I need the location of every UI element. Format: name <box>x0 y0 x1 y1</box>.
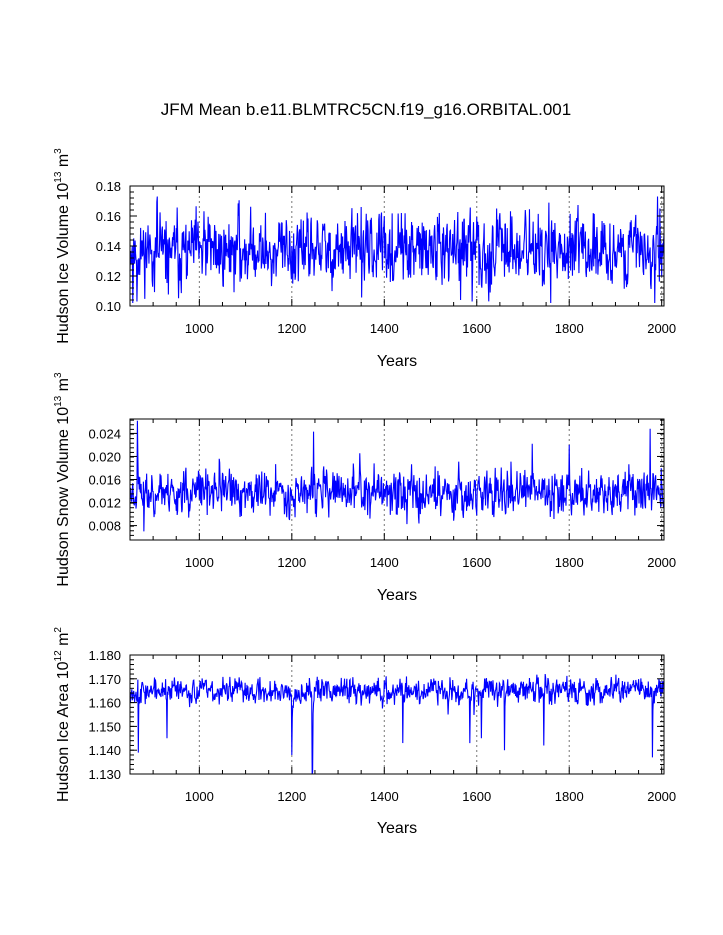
x-tick-label: 1000 <box>185 321 214 336</box>
series-line <box>129 673 665 775</box>
axes: 1000 1200 1400 1600 1800 2000 1.130 1.140 1.150 1… <box>88 648 676 804</box>
y-tick-label: 0.10 <box>96 299 121 314</box>
y-tick-label: 0.12 <box>96 269 121 284</box>
y-tick-label: 0.008 <box>88 519 121 534</box>
plot-frame <box>129 418 665 541</box>
x-tick-label: 1800 <box>555 789 584 804</box>
x-axis-label: Years <box>377 820 417 837</box>
axes: 1000 1200 1400 1600 1800 2000 0.10 0.12 0.14 0.16… <box>96 179 676 336</box>
axes: 1000 1200 1400 1600 1800 2000 0.008 0.012 0.016 0… <box>88 418 676 570</box>
y-tick-label: 1.160 <box>88 696 121 711</box>
panel-ice-volume: 1000 1200 1400 1600 1800 2000 0.10 0.12 0.14 0.16… <box>53 148 676 370</box>
x-tick-label: 1800 <box>555 555 584 570</box>
x-tick-label: 1600 <box>462 555 491 570</box>
y-tick-label: 0.16 <box>96 209 121 224</box>
y-tick-label: 0.14 <box>96 239 121 254</box>
x-tick-label: 1600 <box>462 321 491 336</box>
x-axis-label: Years <box>377 353 417 370</box>
y-tick-label: 1.140 <box>88 743 121 758</box>
x-tick-label: 1400 <box>370 321 399 336</box>
x-tick-label: 2000 <box>647 321 676 336</box>
y-axis-label: Hudson Ice Area 1012 m2 <box>53 627 72 802</box>
panel-snow-volume: 1000 1200 1400 1600 1800 2000 0.008 0.012 0.016 0… <box>53 372 676 604</box>
panel-ice-area: 1000 1200 1400 1600 1800 2000 1.130 1.140 1.150 1… <box>53 627 676 837</box>
y-axis-label: Hudson Snow Volume 1013 m3 <box>53 372 72 587</box>
y-tick-label: 0.012 <box>88 496 121 511</box>
x-tick-label: 2000 <box>647 555 676 570</box>
y-tick-label: 1.130 <box>88 767 121 782</box>
x-tick-label: 1200 <box>277 555 306 570</box>
x-tick-label: 1200 <box>277 789 306 804</box>
y-tick-label: 0.020 <box>88 449 121 464</box>
x-tick-label: 1400 <box>370 789 399 804</box>
y-tick-label: 1.170 <box>88 672 121 687</box>
y-tick-label: 0.18 <box>96 179 121 194</box>
x-tick-label: 1600 <box>462 789 491 804</box>
vertical-gridlines <box>198 419 663 540</box>
x-axis-label: Years <box>377 587 417 604</box>
x-tick-label: 1200 <box>277 321 306 336</box>
x-tick-label: 1400 <box>370 555 399 570</box>
plot-frame <box>129 654 665 775</box>
y-axis-label: Hudson Ice Volume 1013 m3 <box>53 148 72 344</box>
series-line <box>129 420 665 532</box>
x-tick-label: 1800 <box>555 321 584 336</box>
vertical-gridlines <box>198 655 663 774</box>
y-tick-label: 0.016 <box>88 473 121 488</box>
chart-title: JFM Mean b.e11.BLMTRC5CN.f19_g16.ORBITAL… <box>161 100 571 119</box>
x-tick-label: 1000 <box>185 555 214 570</box>
y-tick-label: 0.024 <box>88 426 121 441</box>
x-tick-label: 1000 <box>185 789 214 804</box>
y-tick-label: 1.180 <box>88 648 121 663</box>
x-tick-label: 2000 <box>647 789 676 804</box>
y-tick-label: 1.150 <box>88 719 121 734</box>
series-line <box>129 196 665 304</box>
